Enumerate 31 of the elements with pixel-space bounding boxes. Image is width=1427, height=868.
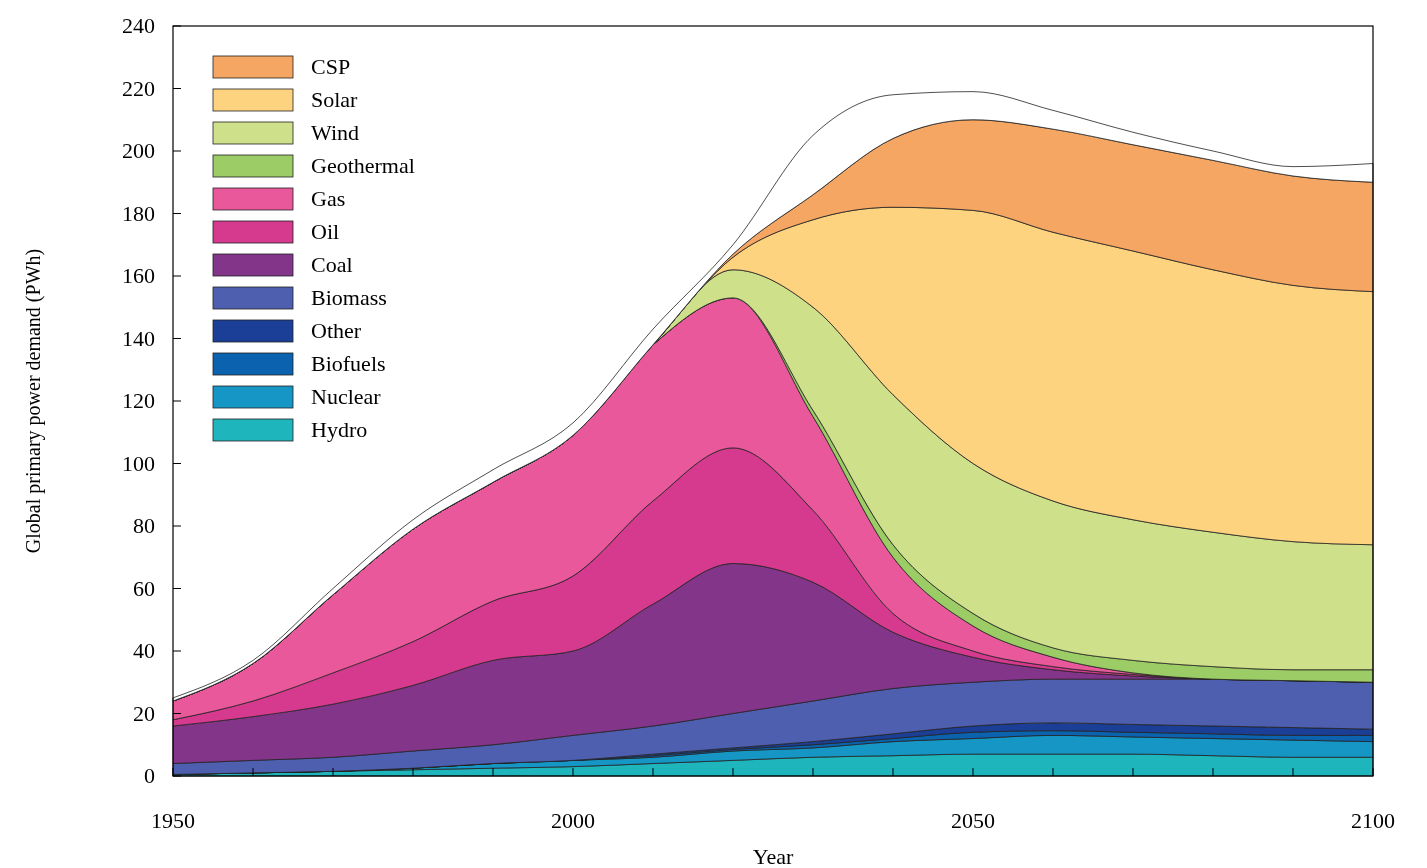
y-tick-label: 60 (133, 575, 155, 601)
legend-label: Gas (311, 186, 346, 211)
y-tick-label: 140 (122, 325, 155, 351)
legend-label: CSP (311, 54, 351, 79)
y-axis-title: Global primary power demand (PWh) (22, 248, 45, 554)
y-tick-label: 240 (122, 13, 155, 38)
x-tick-label: 2100 (1351, 808, 1395, 833)
y-tick-label: 120 (122, 388, 155, 413)
x-tick-label: 2050 (951, 808, 995, 833)
legend-label: Geothermal (311, 153, 415, 178)
y-tick-label: 220 (122, 75, 155, 101)
legend-label: Other (311, 318, 362, 343)
y-tick-label: 160 (122, 263, 155, 288)
legend-label: Wind (311, 120, 359, 145)
x-tick-label: 2000 (551, 808, 595, 833)
legend-label: Coal (311, 252, 353, 277)
y-tick-label: 200 (122, 138, 155, 163)
legend-label: Biofuels (311, 351, 386, 376)
x-axis-title: Year (752, 844, 794, 868)
legend-label: Nuclear (311, 384, 382, 409)
y-tick-label: 100 (122, 450, 155, 476)
legend-label: Oil (311, 219, 340, 244)
y-tick-label: 180 (122, 200, 155, 226)
legend-label: Hydro (311, 417, 368, 442)
y-tick-label: 40 (133, 638, 155, 663)
y-tick-label: 80 (133, 513, 155, 538)
x-tick-label: 1950 (151, 808, 195, 833)
y-tick-label: 20 (133, 700, 155, 726)
y-tick-label: 0 (144, 763, 155, 788)
legend-label: Solar (311, 87, 359, 112)
legend-label: Biomass (311, 285, 387, 310)
